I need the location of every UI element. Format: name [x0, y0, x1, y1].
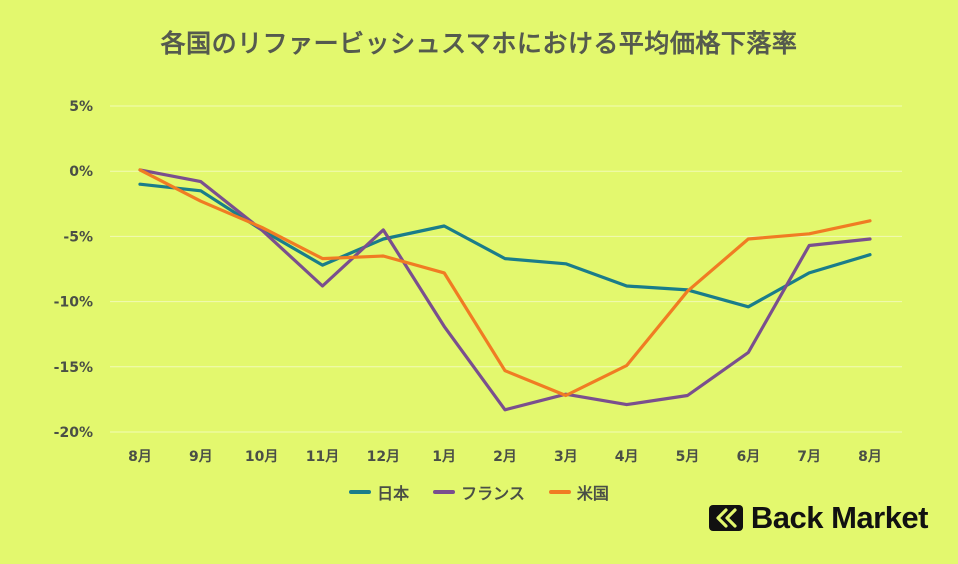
chart-title: 各国のリファービッシュスマホにおける平均価格下落率	[160, 29, 798, 58]
x-tick-label: 9月	[189, 449, 213, 465]
legend-swatch-japan	[349, 490, 372, 494]
series-line-1	[138, 168, 872, 412]
legend-label-japan: 日本	[377, 484, 410, 503]
x-tick-label: 3月	[554, 449, 578, 465]
x-tick-label: 7月	[797, 449, 821, 465]
y-axis-ticks: 5% 0% -5% -10% -15% -20%	[54, 99, 93, 441]
legend-label-france: フランス	[461, 484, 525, 503]
x-tick-label: 10月	[245, 449, 278, 465]
series-line-0	[138, 182, 872, 309]
x-tick-label: 8月	[128, 449, 152, 465]
back-market-logo: Back Market	[708, 500, 929, 536]
x-tick-label: 6月	[736, 449, 760, 465]
legend-label-usa: 米国	[576, 484, 609, 503]
gridlines	[110, 105, 902, 433]
x-tick-label: 11月	[306, 449, 339, 465]
x-tick-label: 1月	[432, 449, 456, 465]
back-market-icon	[708, 505, 743, 531]
legend-item-france: フランス	[433, 480, 525, 504]
legend-swatch-usa	[548, 490, 571, 494]
x-tick-label: 8月	[858, 449, 882, 465]
y-tick-label: -15%	[54, 360, 93, 376]
y-tick-label: -10%	[54, 295, 93, 311]
y-tick-label: 5%	[69, 99, 93, 115]
x-tick-label: 5月	[676, 449, 700, 465]
y-tick-label: 0%	[69, 164, 93, 180]
x-axis-ticks: 8月 9月 10月 11月 12月 1月 2月 3月 4月 5月 6月 7月 8月	[128, 449, 882, 465]
x-tick-label: 12月	[367, 449, 400, 465]
legend-swatch-france	[433, 490, 456, 494]
legend-item-usa: 米国	[548, 480, 609, 504]
legend-item-japan: 日本	[349, 480, 409, 504]
logo-text: Back Market	[750, 500, 929, 535]
y-tick-label: -5%	[63, 229, 93, 245]
series-line-2	[138, 168, 872, 398]
series-lines	[138, 168, 872, 412]
x-tick-label: 4月	[615, 449, 639, 465]
x-tick-label: 2月	[493, 449, 517, 465]
legend: 日本 フランス 米国	[0, 480, 958, 504]
y-tick-label: -20%	[54, 425, 93, 441]
